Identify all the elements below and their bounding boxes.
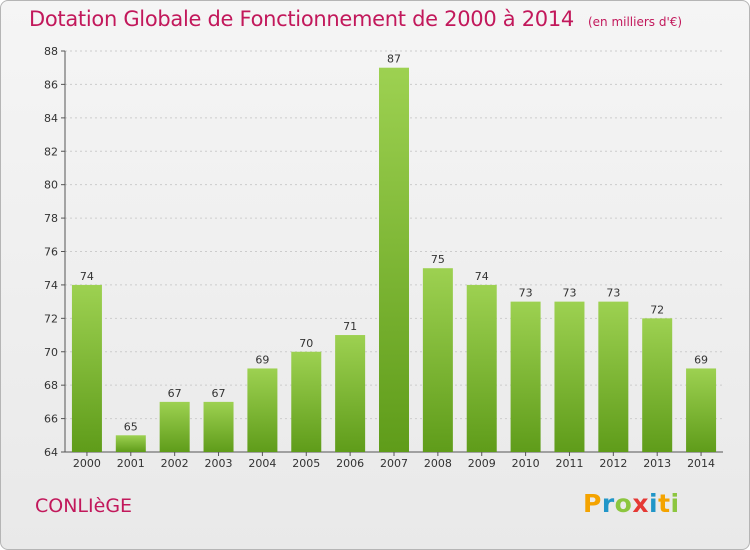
logo-letter: P — [583, 489, 602, 518]
chart-title-text: Dotation Globale de Fonctionnement de 20… — [29, 7, 574, 31]
x-tick-label: 2002 — [161, 457, 189, 470]
y-tick-label: 64 — [44, 446, 58, 459]
bar — [554, 301, 585, 452]
bar-value-label: 87 — [387, 53, 401, 66]
chart-unit: (en milliers d'€) — [587, 15, 683, 29]
x-tick-label: 2004 — [248, 457, 276, 470]
bar — [379, 67, 409, 452]
bar — [247, 368, 278, 452]
logo-letter: i — [649, 489, 659, 518]
x-tick-label: 2013 — [643, 457, 671, 470]
bar-value-label: 69 — [255, 353, 269, 366]
bar-value-label: 69 — [694, 353, 708, 366]
bar — [422, 268, 453, 452]
x-tick-label: 2006 — [336, 457, 364, 470]
y-tick-label: 74 — [44, 279, 58, 292]
bar-value-label: 67 — [212, 387, 226, 400]
bar-value-label: 73 — [519, 287, 533, 300]
logo-letter: t — [658, 489, 671, 518]
logo-letter: x — [632, 489, 649, 518]
y-tick-label: 84 — [44, 112, 58, 125]
x-tick-label: 2012 — [599, 457, 627, 470]
bar — [71, 284, 102, 452]
x-tick-label: 2009 — [468, 457, 496, 470]
x-tick-label: 2005 — [292, 457, 320, 470]
logo-letter: r — [601, 489, 615, 518]
bar-value-label: 74 — [80, 270, 94, 283]
bar — [466, 284, 497, 452]
bar-value-label: 75 — [431, 253, 445, 266]
y-tick-label: 86 — [44, 78, 58, 91]
bar — [598, 301, 629, 452]
x-tick-label: 2014 — [687, 457, 715, 470]
bar-value-label: 74 — [475, 270, 489, 283]
x-tick-label: 2000 — [73, 457, 101, 470]
commune-name: CONLIèGE — [35, 495, 133, 517]
x-tick-label: 2003 — [205, 457, 233, 470]
bar-value-label: 67 — [168, 387, 182, 400]
bar — [686, 368, 717, 452]
x-tick-label: 2010 — [512, 457, 540, 470]
bar-value-label: 71 — [343, 320, 357, 333]
x-tick-label: 2007 — [380, 457, 408, 470]
y-tick-label: 82 — [44, 145, 58, 158]
bar-value-label: 65 — [124, 420, 138, 433]
x-tick-label: 2001 — [117, 457, 145, 470]
bar — [510, 301, 541, 452]
y-tick-label: 68 — [44, 379, 58, 392]
bar — [203, 401, 234, 452]
chart-title: Dotation Globale de Fonctionnement de 20… — [29, 7, 682, 31]
y-tick-label: 78 — [44, 212, 58, 225]
bar — [159, 401, 190, 452]
x-tick-label: 2008 — [424, 457, 452, 470]
y-tick-label: 72 — [44, 312, 58, 325]
y-tick-label: 70 — [44, 346, 58, 359]
proxiti-logo[interactable]: Proxiti — [583, 489, 680, 518]
bars — [71, 67, 717, 452]
logo-letter: i — [670, 489, 680, 518]
bar — [642, 318, 673, 452]
y-tick-label: 76 — [44, 246, 58, 259]
bar-value-label: 73 — [562, 287, 576, 300]
y-tick-label: 88 — [44, 45, 58, 58]
bar-value-label: 72 — [650, 303, 664, 316]
x-tick-label: 2011 — [555, 457, 583, 470]
bar-value-label: 73 — [606, 287, 620, 300]
bar — [291, 351, 322, 452]
logo-letter: o — [614, 489, 633, 518]
bar — [335, 335, 366, 452]
data-labels: 74 65 67 67 69 70 71 87 75 74 73 73 73 72 69 — [80, 53, 708, 434]
y-tick-label: 80 — [44, 179, 58, 192]
bar-value-label: 70 — [299, 337, 313, 350]
y-tick-label: 66 — [44, 413, 58, 426]
bar — [115, 435, 146, 452]
